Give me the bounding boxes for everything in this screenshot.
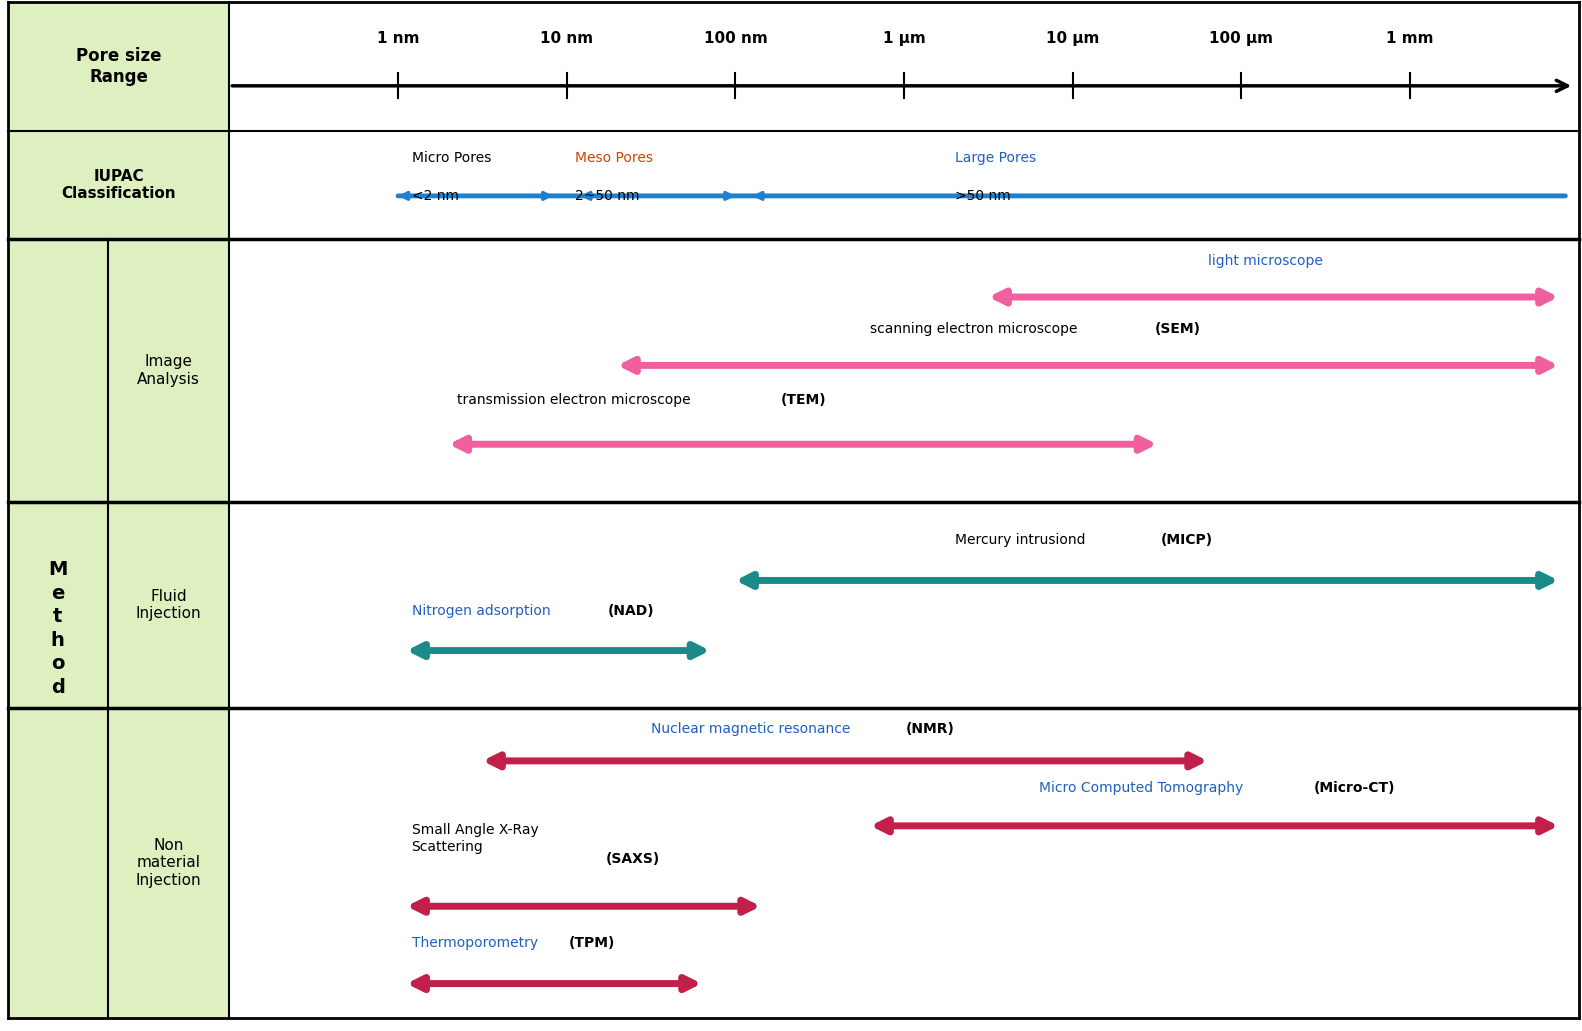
Text: Non
material
Injection: Non material Injection [136, 838, 201, 888]
Text: Fluid
Injection: Fluid Injection [136, 589, 201, 622]
Text: 1 mm: 1 mm [1386, 31, 1433, 45]
Text: Small Angle X-Ray
Scattering: Small Angle X-Ray Scattering [411, 824, 538, 854]
Text: Meso Pores: Meso Pores [576, 151, 653, 165]
Text: Thermoporometry: Thermoporometry [411, 935, 543, 950]
Text: (NAD): (NAD) [607, 603, 655, 618]
Text: 1 nm: 1 nm [377, 31, 419, 45]
Text: Nitrogen adsorption: Nitrogen adsorption [411, 603, 555, 618]
Text: Micro Computed Tomography: Micro Computed Tomography [1039, 780, 1256, 795]
Text: 2~50 nm: 2~50 nm [576, 189, 639, 203]
Text: (SAXS): (SAXS) [606, 852, 660, 866]
Text: Micro Pores: Micro Pores [411, 151, 490, 165]
Text: Large Pores: Large Pores [954, 151, 1036, 165]
Text: >50 nm: >50 nm [954, 189, 1011, 203]
Text: 100 nm: 100 nm [704, 31, 767, 45]
Text: (TEM): (TEM) [782, 394, 826, 407]
Text: 1 μm: 1 μm [883, 31, 925, 45]
Text: (TPM): (TPM) [568, 935, 615, 950]
Text: Mercury intrusiond: Mercury intrusiond [954, 533, 1098, 547]
Text: Nuclear magnetic resonance: Nuclear magnetic resonance [652, 722, 851, 736]
Text: 100 μm: 100 μm [1210, 31, 1274, 45]
Text: Pore size
Range: Pore size Range [76, 47, 161, 86]
Text: scanning electron microscope: scanning electron microscope [870, 323, 1082, 336]
Text: (SEM): (SEM) [1155, 323, 1201, 336]
Text: 10 μm: 10 μm [1046, 31, 1099, 45]
Text: (MICP): (MICP) [1161, 533, 1213, 547]
Text: <2 nm: <2 nm [411, 189, 459, 203]
Text: M
e
t
h
o
d: M e t h o d [47, 560, 68, 697]
Text: Image
Analysis: Image Analysis [138, 355, 199, 387]
Text: (Micro-CT): (Micro-CT) [1313, 780, 1395, 795]
Text: light microscope: light microscope [1207, 254, 1323, 268]
Text: (NMR): (NMR) [906, 722, 956, 736]
Text: IUPAC
Classification: IUPAC Classification [62, 169, 176, 201]
Text: transmission electron microscope: transmission electron microscope [457, 394, 694, 407]
Text: 10 nm: 10 nm [539, 31, 593, 45]
